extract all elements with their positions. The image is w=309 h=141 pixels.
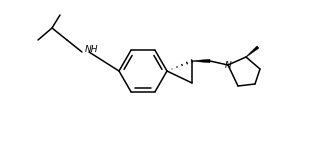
Text: N: N: [225, 61, 231, 70]
Polygon shape: [246, 46, 259, 57]
Text: NH: NH: [85, 46, 99, 55]
Polygon shape: [192, 59, 210, 63]
